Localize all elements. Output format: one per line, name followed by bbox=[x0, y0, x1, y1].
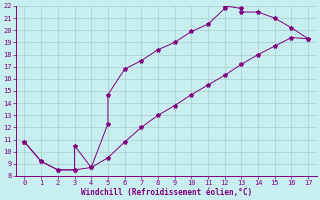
X-axis label: Windchill (Refroidissement éolien,°C): Windchill (Refroidissement éolien,°C) bbox=[81, 188, 252, 197]
